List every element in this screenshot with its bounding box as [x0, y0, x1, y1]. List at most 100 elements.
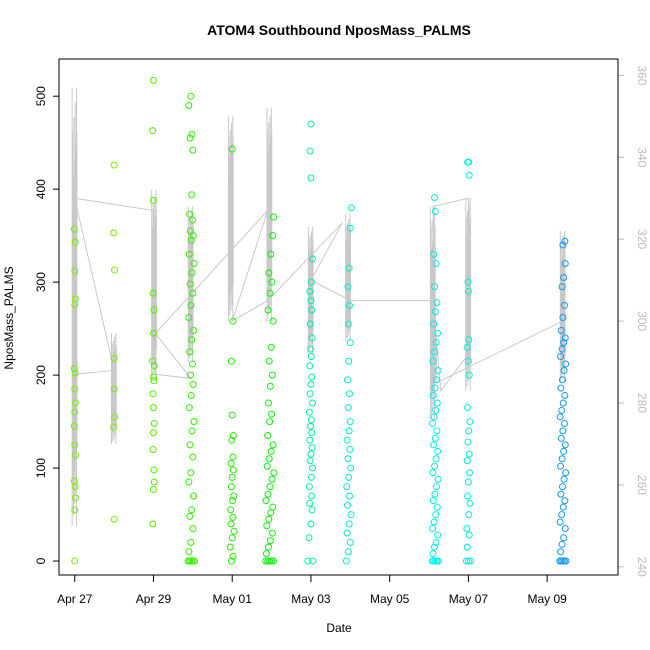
data-point [430, 413, 438, 421]
data-point [431, 207, 439, 215]
data-point [464, 287, 472, 295]
data-point [345, 473, 353, 481]
data-point [345, 357, 353, 365]
x-tick-label: Apr 27 [57, 592, 93, 606]
data-point [263, 462, 271, 470]
data-point [431, 490, 439, 498]
data-point [188, 336, 196, 344]
data-point [111, 413, 119, 421]
data-point [229, 497, 237, 505]
data-point [190, 557, 198, 565]
data-point [434, 329, 442, 337]
data-point [463, 457, 471, 465]
data-point [71, 557, 79, 565]
data-point [72, 451, 80, 459]
data-point [556, 413, 564, 421]
data-point [344, 320, 352, 328]
y2-tick-label: 340 [635, 147, 649, 167]
data-point [308, 334, 316, 342]
data-point [188, 216, 196, 224]
data-point [71, 408, 79, 416]
data-point [433, 503, 441, 511]
data-point [343, 483, 351, 491]
data-point [559, 241, 567, 249]
data-point [434, 366, 442, 374]
data-point [264, 432, 272, 440]
data-point [268, 529, 276, 537]
data-point [229, 453, 237, 461]
data-point [269, 441, 277, 449]
data-point [557, 548, 565, 556]
data-point [189, 289, 197, 297]
data-point [344, 283, 352, 291]
data-point [558, 483, 566, 491]
data-point [464, 278, 472, 286]
y2-tick-label: 300 [635, 311, 649, 331]
data-point [190, 492, 198, 500]
data-point [559, 427, 567, 435]
data-point [226, 543, 234, 551]
data-point [262, 497, 270, 505]
data-point [305, 483, 313, 491]
data-point [562, 360, 570, 368]
data-point [308, 444, 316, 452]
data-point [431, 434, 439, 442]
data-point [308, 373, 316, 381]
data-point [268, 557, 276, 565]
data-point [266, 537, 274, 545]
data-point [188, 130, 196, 138]
data-point [306, 457, 314, 465]
data-point [149, 357, 157, 365]
data-point [227, 357, 235, 365]
data-point [429, 392, 437, 400]
data-point [343, 529, 351, 537]
data-point [268, 410, 276, 418]
data-point [432, 538, 440, 546]
data-point [431, 543, 439, 551]
data-point [149, 289, 157, 297]
data-point [433, 483, 441, 491]
data-point [304, 557, 312, 565]
data-point [72, 295, 80, 303]
data-point [227, 557, 235, 565]
data-point [149, 196, 157, 204]
data-point [556, 518, 564, 526]
data-point [466, 418, 474, 426]
data-point [229, 513, 237, 521]
data-point [344, 376, 352, 384]
data-point [266, 483, 274, 491]
data-point [267, 250, 275, 258]
data-point [308, 506, 316, 514]
data-point [308, 429, 316, 437]
plot-frame [58, 58, 619, 576]
data-point [347, 204, 355, 212]
y-tick-label: 200 [34, 365, 48, 385]
data-point [228, 436, 236, 444]
data-point [267, 447, 275, 455]
data-point [307, 353, 315, 361]
left-axis: 0 100 200 300 400 500 [34, 86, 60, 564]
data-point [465, 450, 473, 458]
data-point [432, 406, 440, 414]
data-point [558, 511, 566, 519]
y2-tick-label: 240 [635, 557, 649, 577]
y2-tick-label: 360 [635, 65, 649, 85]
data-point [560, 366, 568, 374]
data-point [185, 404, 193, 412]
data-point [561, 525, 569, 533]
y2-tick-label: 260 [635, 475, 649, 495]
data-point [430, 250, 438, 258]
data-point [190, 418, 198, 426]
data-point [346, 492, 354, 500]
data-point [186, 134, 194, 142]
data-point [431, 283, 439, 291]
data-point [464, 557, 472, 565]
data-point [150, 419, 158, 427]
data-point [227, 520, 235, 528]
data-point [110, 161, 118, 169]
data-point [346, 538, 354, 546]
data-point [558, 283, 566, 291]
data-point [307, 473, 315, 481]
data-point [190, 326, 198, 334]
data-point [346, 224, 354, 232]
